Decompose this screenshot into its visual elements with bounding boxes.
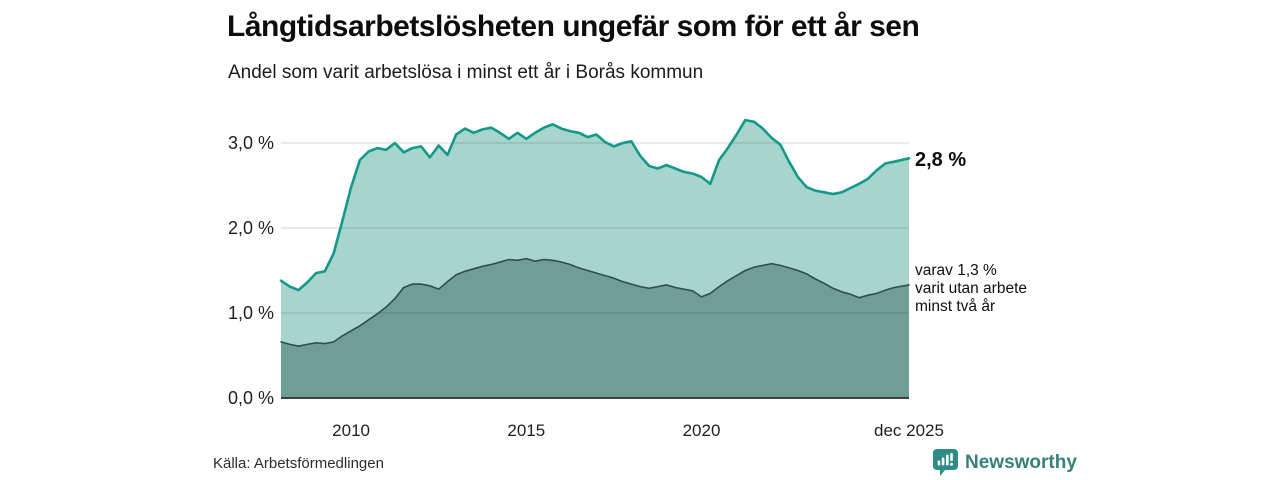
- y-tick-label: 3,0 %: [228, 133, 274, 153]
- x-tick-label: dec 2025: [874, 421, 944, 440]
- series-line-total: [279, 118, 911, 292]
- series-end-label-total: 2,8 %: [915, 149, 967, 171]
- x-tick-label: 2010: [332, 421, 370, 440]
- annotation-line: minst två år: [915, 298, 996, 315]
- annotation-line: varav 1,3 %: [915, 262, 997, 279]
- newsworthy-logo: Newsworthy: [933, 449, 1077, 476]
- series-line-two-years: [280, 257, 910, 347]
- area-chart: 0,0 % 1,0 % 2,0 % 3,0 % 2010 2015 2020 dec 2025: [228, 118, 944, 440]
- annotation-line: varit utan arbete: [915, 280, 1028, 297]
- newsworthy-bar-chart-icon: [933, 449, 958, 476]
- x-tick-label: 2015: [507, 421, 545, 440]
- chart-subtitle: Andel som varit arbetslösa i minst ett å…: [228, 62, 704, 83]
- series-end-label-two-years: varav 1,3 % varit utan arbete minst två …: [915, 262, 1027, 316]
- x-tick-label: 2020: [683, 421, 721, 440]
- newsworthy-wordmark: Newsworthy: [965, 451, 1077, 473]
- series-area-two-years: [281, 258, 909, 398]
- y-tick-label: 2,0 %: [228, 218, 274, 238]
- chart-title: Långtidsarbetslösheten ungefär som för e…: [227, 10, 920, 43]
- source-note: Källa: Arbetsförmedlingen: [213, 455, 384, 472]
- y-tick-label: 0,0 %: [228, 388, 274, 408]
- y-tick-label: 1,0 %: [228, 303, 274, 323]
